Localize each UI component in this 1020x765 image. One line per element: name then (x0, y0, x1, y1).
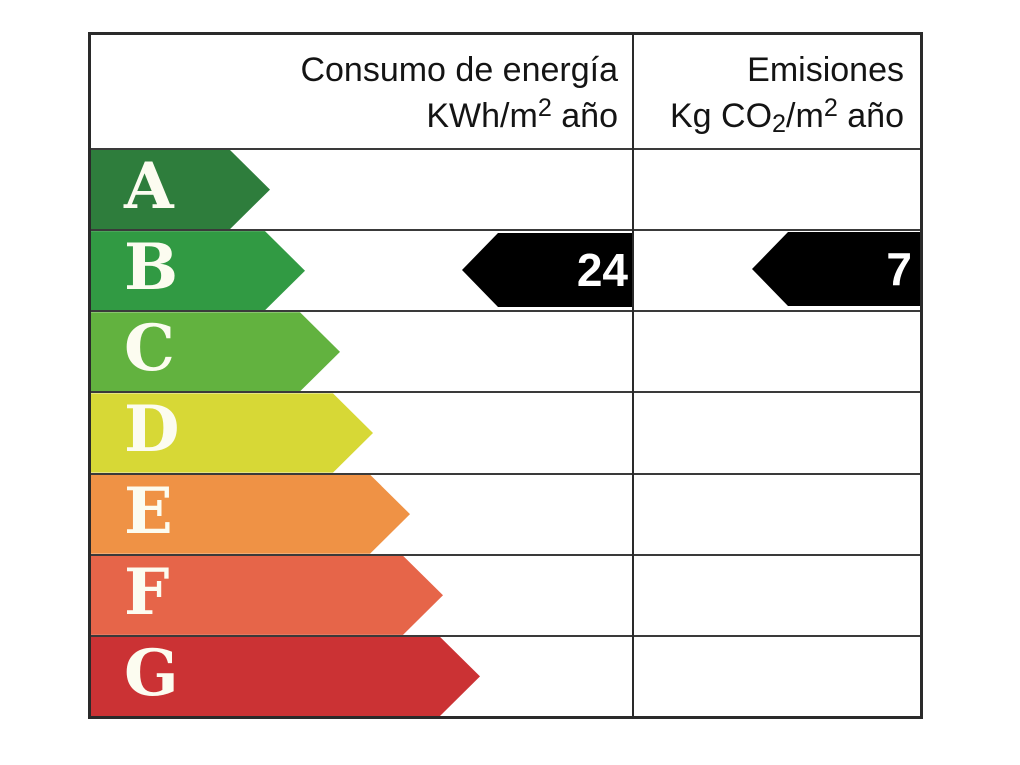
emissions-title-line2: Kg CO2/m2 año (669, 94, 904, 138)
rating-row-e: E (91, 472, 920, 554)
rating-letter-f: F (124, 554, 170, 630)
rating-table: Consumo de energía KWh/m2 año Emisiones … (88, 32, 923, 719)
rating-row-g: G (91, 634, 920, 716)
consumption-value-arrow: 24 (462, 233, 632, 307)
consumption-column-header: Consumo de energía KWh/m2 año (91, 35, 632, 148)
rating-row-d: D (91, 391, 920, 472)
rating-arrow-g: G (91, 637, 480, 716)
rating-arrow-a: A (91, 150, 270, 229)
subscript-2: 2 (772, 109, 787, 138)
rating-row-f: F (91, 553, 920, 635)
rating-arrow-b: B (91, 231, 305, 310)
superscript-2: 2 (823, 94, 838, 123)
rating-arrow-c: C (91, 312, 340, 391)
rating-letter-d: D (124, 392, 180, 468)
consumption-title-line2: KWh/m2 año (426, 94, 618, 135)
emissions-title-line1: Emisiones (747, 51, 904, 89)
rating-letter-a: A (124, 149, 174, 225)
rating-rows: A B C D E (91, 148, 920, 716)
rating-arrow-d: D (91, 393, 373, 472)
superscript-2: 2 (537, 94, 552, 123)
rating-arrow-f: F (91, 556, 443, 635)
consumption-title-line1: Consumo de energía (300, 51, 618, 89)
table-header: Consumo de energía KWh/m2 año Emisiones … (91, 35, 920, 148)
emissions-value: 7 (886, 243, 912, 295)
rating-letter-e: E (124, 473, 173, 549)
emissions-value-arrow: 7 (752, 232, 920, 306)
rating-row-b: B (91, 229, 920, 310)
rating-letter-b: B (124, 230, 179, 306)
rating-arrow-e: E (91, 475, 410, 554)
rating-row-c: C (91, 310, 920, 391)
rating-letter-c: C (124, 311, 175, 387)
rating-row-a: A (91, 148, 920, 229)
column-divider (632, 35, 634, 716)
rating-letter-g: G (124, 635, 179, 711)
consumption-value: 24 (576, 244, 628, 296)
emissions-column-header: Emisiones Kg CO2/m2 año (632, 35, 920, 148)
